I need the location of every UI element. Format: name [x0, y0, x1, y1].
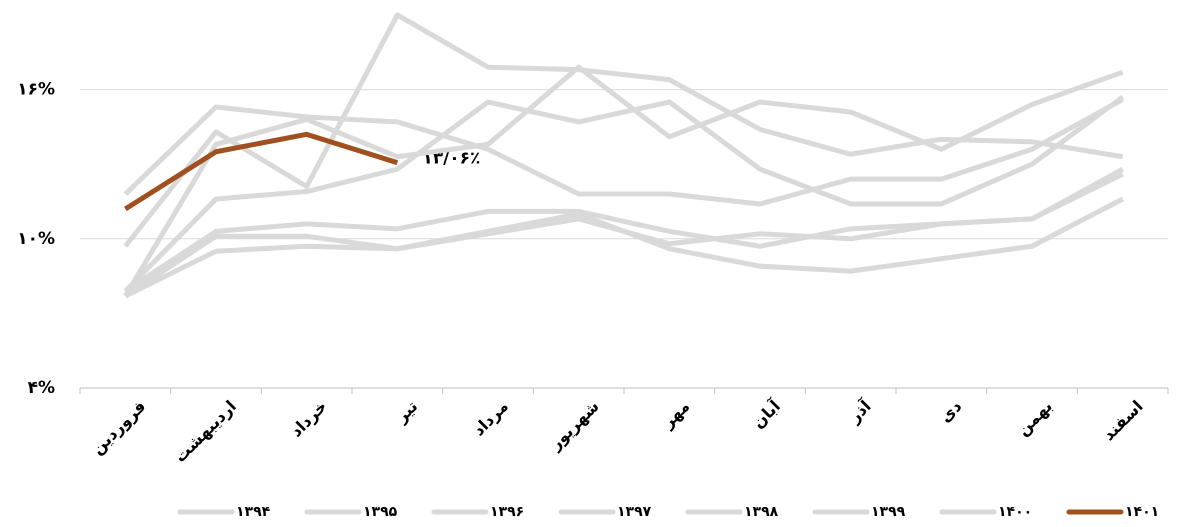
series-line: [123, 131, 399, 212]
x-tick-label: اسفند: [1099, 397, 1147, 445]
x-tick-label: مهر: [658, 397, 694, 433]
x-tick-label: اردیبهشت: [171, 397, 240, 466]
series-line: [124, 196, 1124, 299]
x-tick-label: خرداد: [287, 397, 331, 441]
series-line: [123, 64, 1124, 298]
x-tick-label: شهریور: [545, 397, 603, 455]
x-tick-label: دی: [936, 397, 966, 427]
series-line: [123, 97, 1124, 207]
legend-label: ۱۴۰۱: [1125, 504, 1159, 520]
y-tick-label: ۱۶%: [17, 80, 55, 100]
x-tick-label: بهمن: [1013, 397, 1056, 440]
x-tick-label: مرداد: [469, 397, 512, 440]
legend-label: ۱۳۹۸: [744, 504, 779, 520]
legend-label: ۱۴۰۰: [998, 504, 1032, 520]
y-tick-label: ۴%: [28, 378, 55, 398]
x-tick-label: تیر: [391, 397, 421, 427]
legend-label: ۱۳۹۴: [236, 504, 271, 520]
y-tick-label: ۱۰%: [17, 229, 55, 249]
legend-label: ۱۳۹۷: [617, 504, 652, 520]
x-tick-label: آبان: [748, 396, 785, 433]
x-tick-label: فروردین: [88, 397, 150, 459]
legend-label: ۱۳۹۵: [363, 504, 398, 520]
legend-label: ۱۳۹۹: [871, 504, 906, 520]
series-line: [123, 95, 1125, 293]
x-tick-label: آذر: [844, 396, 875, 427]
legend-label: ۱۳۹۶: [490, 504, 524, 520]
